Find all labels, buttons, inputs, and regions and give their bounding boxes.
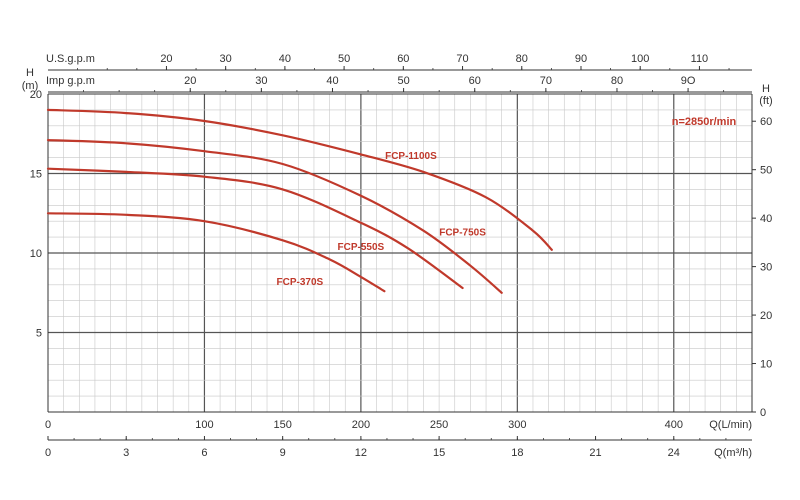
impgpm-tick-label: 80 [611,75,623,87]
speed-annotation: n=2850r/min [672,116,737,128]
y-right-tick-label: 40 [760,213,772,225]
series-label-fcp-1100s: FCP-1100S [385,151,437,162]
x-lmin-tick-label: 0 [45,419,51,431]
y-left-tick-label: 15 [30,169,42,181]
x-m3h-tick-label: 6 [201,447,207,459]
axes [47,66,756,441]
x-m3h-tick-label: 3 [123,447,129,459]
usgpm-tick-label: 20 [160,53,172,65]
series-label-fcp-370s: FCP-370S [277,277,324,288]
curve-fcp-1100s [46,108,553,251]
curve-fcp-550s [46,167,464,290]
usgpm-tick-label: 40 [279,53,291,65]
impgpm-tick-label: 20 [184,75,196,87]
y-left-axis-label: H [26,67,34,79]
x-m3h-tick-label: 9 [280,447,286,459]
y-right-tick-label: 60 [760,116,772,128]
impgpm-axis-label: Imp g.p.m [46,75,95,87]
impgpm-tick-label: 9O [681,75,696,87]
y-left-axis-unit: (m) [22,80,39,92]
grid [48,94,752,412]
y-right-tick-label: 50 [760,165,772,177]
impgpm-tick-label: 50 [397,75,409,87]
usgpm-axis-label: U.S.g.p.m [46,53,95,65]
y-left-tick-label: 20 [30,89,42,101]
series-label-fcp-750s: FCP-750S [439,228,486,239]
usgpm-tick-label: 80 [516,53,528,65]
usgpm-tick-label: 110 [691,53,709,65]
impgpm-tick-label: 40 [326,75,338,87]
x-lmin-tick-label: 150 [273,419,291,431]
x-lmin-axis-label: Q(L/min) [709,419,752,431]
curve-fcp-370s [46,212,386,293]
usgpm-tick-label: 90 [575,53,587,65]
x-m3h-tick-label: 21 [589,447,601,459]
impgpm-tick-label: 70 [540,75,552,87]
usgpm-tick-label: 70 [456,53,468,65]
y-right-tick-label: 10 [760,359,772,371]
impgpm-tick-label: 60 [469,75,481,87]
x-lmin-tick-label: 250 [430,419,448,431]
x-m3h-axis-label: Q(m³/h) [714,447,752,459]
y-right-axis-label: H [762,83,770,95]
x-lmin-tick-label: 100 [195,419,213,431]
x-m3h-tick-label: 18 [511,447,523,459]
x-lmin-tick-label: 200 [352,419,370,431]
series-label-fcp-550s: FCP-550S [338,242,385,253]
x-m3h-tick-label: 0 [45,447,51,459]
y-left-tick-label: 10 [30,248,42,260]
y-left-tick-label: 5 [36,328,42,340]
y-right-axis-unit: (ft) [759,95,772,107]
y-right-tick-label: 0 [760,407,766,419]
usgpm-tick-label: 100 [631,53,649,65]
impgpm-tick-label: 30 [255,75,267,87]
curves [46,108,553,294]
x-m3h-tick-label: 12 [355,447,367,459]
x-m3h-tick-label: 24 [668,447,680,459]
y-right-tick-label: 20 [760,310,772,322]
x-lmin-tick-label: 300 [508,419,526,431]
y-right-tick-label: 30 [760,262,772,274]
x-m3h-tick-label: 15 [433,447,445,459]
usgpm-tick-label: 50 [338,53,350,65]
curve-fcp-750s [46,139,503,294]
x-lmin-tick-label: 400 [665,419,683,431]
usgpm-tick-label: 30 [220,53,232,65]
usgpm-tick-label: 60 [397,53,409,65]
